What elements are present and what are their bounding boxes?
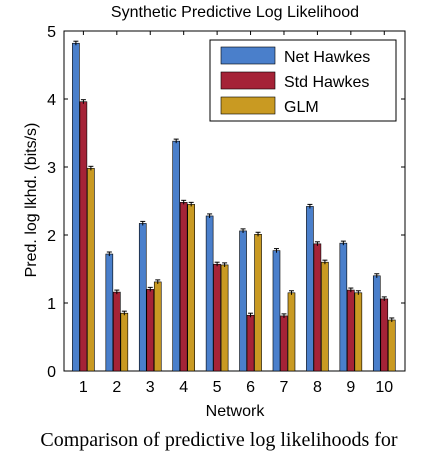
- x-tick-label: 9: [346, 379, 355, 396]
- x-axis-label: Network: [206, 403, 266, 420]
- bar-std-hawkes-8: [313, 243, 322, 372]
- y-tick-label: 1: [47, 296, 56, 313]
- bar-std-hawkes-5: [213, 263, 221, 372]
- bar-net-hawkes-2: [105, 253, 114, 372]
- x-tick-label: 7: [280, 379, 289, 396]
- x-tick-label: 8: [313, 379, 322, 396]
- figure-caption: Comparison of predictive log likelihoods…: [40, 429, 398, 451]
- bar-glm-8: [321, 261, 329, 372]
- y-tick-label: 4: [47, 92, 56, 109]
- axes-frame: [63, 30, 406, 372]
- bar-std-hawkes-4: [179, 202, 188, 372]
- y-tick-label: 0: [47, 364, 56, 381]
- y-tick-label: 5: [47, 24, 56, 41]
- bar-net-hawkes-3: [138, 223, 147, 372]
- bar-glm-9: [354, 292, 363, 372]
- bar-net-hawkes-4: [172, 140, 180, 372]
- bar-net-hawkes-10: [372, 275, 381, 372]
- x-tick-label: 6: [246, 379, 255, 396]
- bar-glm-1: [87, 168, 95, 372]
- bar-glm-10: [387, 319, 396, 372]
- x-tick-label: 1: [79, 379, 88, 396]
- bar-glm-6: [254, 234, 262, 372]
- y-tick-label: 3: [47, 160, 56, 177]
- x-tick-label: 4: [179, 379, 188, 396]
- legend-label: Std Hawkes: [284, 74, 369, 91]
- bar-glm-3: [153, 281, 162, 372]
- bar-net-hawkes-7: [272, 250, 281, 372]
- bar-std-hawkes-3: [146, 289, 155, 372]
- plot-area: 0 1 2 3 4 5 1 2 3 4 5 6 7 8 9 10: [47, 24, 406, 396]
- bar-glm-5: [220, 264, 229, 372]
- bar-net-hawkes-9: [339, 242, 348, 372]
- bar-net-hawkes-8: [306, 206, 314, 372]
- chart-title: Synthetic Predictive Log Likelihood: [111, 4, 359, 21]
- bar-std-hawkes-9: [347, 289, 355, 372]
- legend-swatch: [220, 71, 276, 90]
- bar-glm-7: [287, 292, 296, 372]
- x-tick-label: 5: [213, 379, 222, 396]
- bar-net-hawkes-5: [205, 215, 214, 372]
- bar-net-hawkes-1: [72, 42, 80, 372]
- x-tick-label: 3: [146, 379, 155, 396]
- x-tick-label: 2: [112, 379, 121, 396]
- bar-std-hawkes-2: [113, 291, 121, 372]
- legend-label: Net Hawkes: [284, 49, 370, 66]
- legend-swatch: [220, 96, 276, 115]
- x-tick-label: 10: [375, 379, 393, 396]
- bar-std-hawkes-7: [280, 315, 288, 372]
- legend-swatch: [220, 46, 276, 65]
- bar-net-hawkes-6: [239, 230, 247, 372]
- y-tick-label: 2: [47, 228, 56, 245]
- legend-label: GLM: [284, 99, 319, 116]
- bar-std-hawkes-6: [246, 314, 255, 372]
- bar-glm-2: [120, 312, 129, 372]
- bar-std-hawkes-10: [380, 298, 389, 372]
- legend: Net Hawkes Std Hawkes GLM: [209, 39, 397, 122]
- bar-glm-4: [187, 204, 195, 372]
- y-axis-label: Pred. log lkhd. (bits/s): [23, 123, 40, 278]
- bar-std-hawkes-1: [79, 101, 88, 372]
